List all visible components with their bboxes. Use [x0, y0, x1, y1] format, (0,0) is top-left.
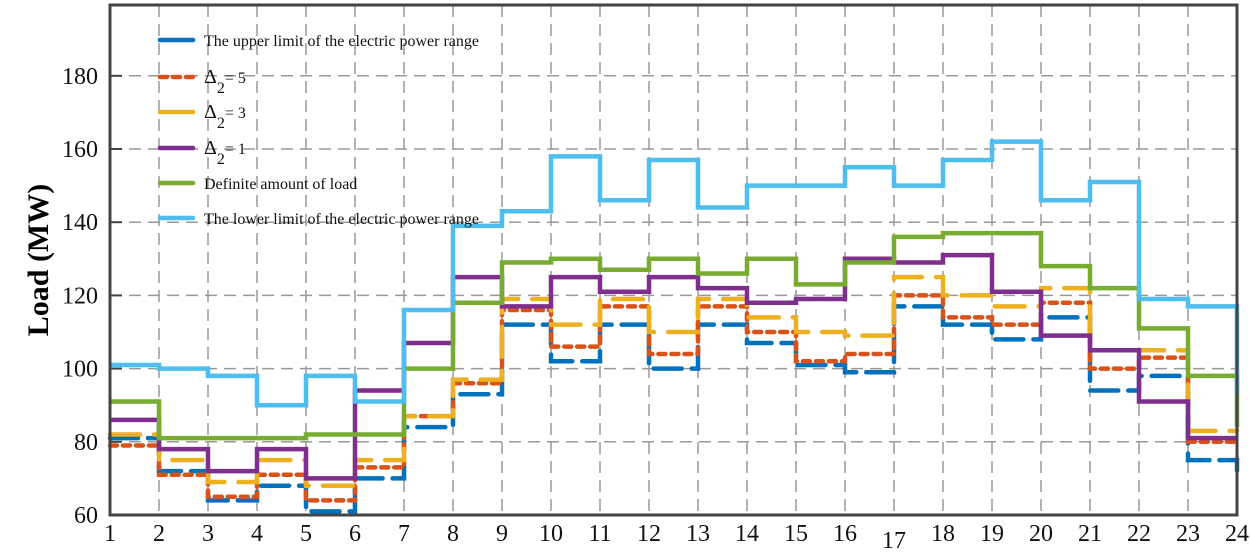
y-tick-label: 120	[62, 283, 98, 309]
x-tick-label: 14	[735, 521, 759, 547]
x-tick-label: 6	[349, 521, 361, 547]
y-tick-label: 80	[74, 430, 98, 456]
legend-label: Definite amount of load	[204, 176, 357, 193]
x-tick-label: 10	[539, 521, 563, 547]
x-tick-label: 7	[398, 521, 410, 547]
x-tick-label: 16	[833, 521, 857, 547]
x-tick-label: 1	[104, 521, 116, 547]
x-tick-label: 21	[1078, 521, 1102, 547]
x-tick-label: 4	[251, 521, 263, 547]
x-tick-label: 18	[931, 521, 955, 547]
y-tick-label: 160	[62, 137, 98, 163]
series-line	[107, 274, 1240, 488]
y-tick-label: 100	[62, 357, 98, 383]
x-tick-label: 11	[588, 521, 611, 547]
x-tick-label: 2	[153, 521, 165, 547]
legend-label: Δ2= 1	[204, 137, 246, 168]
legend-label: Δ2= 5	[204, 66, 246, 97]
x-tick-label: 15	[784, 521, 808, 547]
x-tick-label: 24	[1225, 521, 1249, 547]
x-tick-label: 5	[300, 521, 312, 547]
series-line	[110, 252, 1237, 481]
series-line	[110, 139, 1240, 408]
x-axis-ticks: 1 2 3 4 5 6 7 8 9 10 11 12 13 14 15 16 17 18 19 20 21 22 23 24	[104, 521, 1249, 554]
series-line	[107, 304, 1240, 514]
legend: The upper limit of the electric power ra…	[157, 33, 479, 228]
x-tick-label: 20	[1029, 521, 1053, 547]
y-tick-label: 140	[62, 210, 98, 236]
x-tick-label: 22	[1127, 521, 1151, 547]
legend-label: The lower limit of the electric power ra…	[204, 211, 479, 228]
x-tick-label: 17	[882, 528, 906, 554]
x-tick-label: 9	[496, 521, 508, 547]
x-tick-label: 12	[637, 521, 661, 547]
legend-label: Δ2= 3	[204, 101, 246, 132]
y-axis-label: Load (MW)	[22, 184, 55, 337]
data-series	[107, 139, 1240, 514]
x-tick-label: 3	[202, 521, 214, 547]
y-axis-ticks: 60 80 100 120 140 160 180	[62, 64, 122, 529]
x-tick-label: 23	[1176, 521, 1200, 547]
series-line	[110, 230, 1240, 441]
x-tick-label: 8	[447, 521, 459, 547]
x-tick-label: 19	[980, 521, 1004, 547]
y-tick-label: 60	[74, 503, 98, 529]
series-line	[107, 293, 1240, 503]
x-tick-label: 13	[686, 521, 710, 547]
plot-frame	[108, 3, 1239, 517]
legend-label: The upper limit of the electric power ra…	[204, 33, 479, 50]
y-tick-label: 180	[62, 64, 98, 90]
